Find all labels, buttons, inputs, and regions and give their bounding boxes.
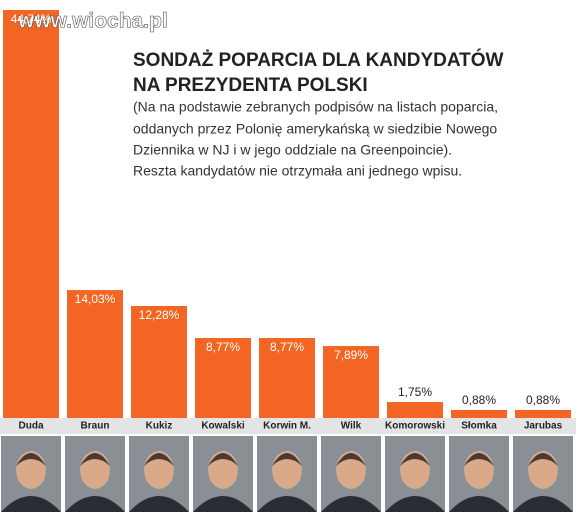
x-tick-label: Jarubas — [524, 421, 563, 432]
value-label: 0,88% — [462, 393, 496, 407]
bar — [387, 402, 443, 418]
x-tick-label: Wilk — [341, 421, 362, 432]
portrait-shoulders — [257, 496, 317, 512]
subtitle: (Na na podstawie zebranych podpisów na l… — [133, 99, 498, 115]
portrait-hair — [16, 453, 46, 466]
value-label: 0,88% — [526, 393, 560, 407]
label-strip — [0, 418, 576, 434]
subtitle: oddanych przez Polonię amerykańską w sie… — [133, 121, 497, 137]
bars — [3, 10, 571, 418]
portrait-shoulders — [65, 496, 125, 512]
chart-title: NA PREZYDENTA POLSKI — [133, 75, 368, 96]
x-tick-label: Duda — [19, 421, 44, 432]
value-label: 8,77% — [270, 340, 304, 354]
portrait-hair — [336, 453, 366, 466]
value-label: 8,77% — [206, 340, 240, 354]
bar — [515, 409, 571, 418]
x-tick-label: Komorowski — [385, 421, 445, 432]
portrait-shoulders — [193, 496, 253, 512]
subtitle: Dziennika w NJ i w jego oddziale na Gree… — [133, 142, 452, 158]
portrait-shoulders — [513, 496, 573, 512]
x-tick-label: Korwin M. — [263, 421, 311, 432]
portrait-shoulders — [321, 496, 381, 512]
value-label: 7,89% — [334, 348, 368, 362]
portrait-shoulders — [1, 496, 61, 512]
portrait-shoulders — [129, 496, 189, 512]
portrait-hair — [80, 453, 110, 466]
bar — [195, 338, 251, 418]
value-label: 44,74% — [11, 12, 52, 26]
x-tick-label: Słomka — [461, 421, 497, 432]
bar — [451, 409, 507, 418]
portrait-hair — [528, 453, 558, 466]
bar — [323, 346, 379, 418]
chart-title: SONDAŻ POPARCIA DLA KANDYDATÓW — [133, 49, 504, 71]
value-label: 14,03% — [75, 292, 116, 306]
value-label: 12,28% — [139, 308, 180, 322]
portrait-hair — [400, 453, 430, 466]
portrait-shoulders — [449, 496, 509, 512]
portrait-hair — [144, 453, 174, 466]
watermark: www.wiocha.pl — [17, 10, 168, 33]
bar — [3, 10, 59, 418]
bar — [131, 306, 187, 418]
bar — [259, 338, 315, 418]
portrait-hair — [464, 453, 494, 466]
value-label: 1,75% — [398, 385, 432, 399]
x-tick-label: Kowalski — [201, 421, 245, 432]
portrait-shoulders — [385, 496, 445, 512]
portrait-hair — [272, 453, 302, 466]
portrait-hair — [208, 453, 238, 466]
x-tick-label: Braun — [81, 421, 110, 432]
subtitle: Reszta kandydatów nie otrzymała ani jedn… — [133, 163, 462, 179]
bar — [67, 290, 123, 418]
x-tick-label: Kukiz — [146, 421, 173, 432]
